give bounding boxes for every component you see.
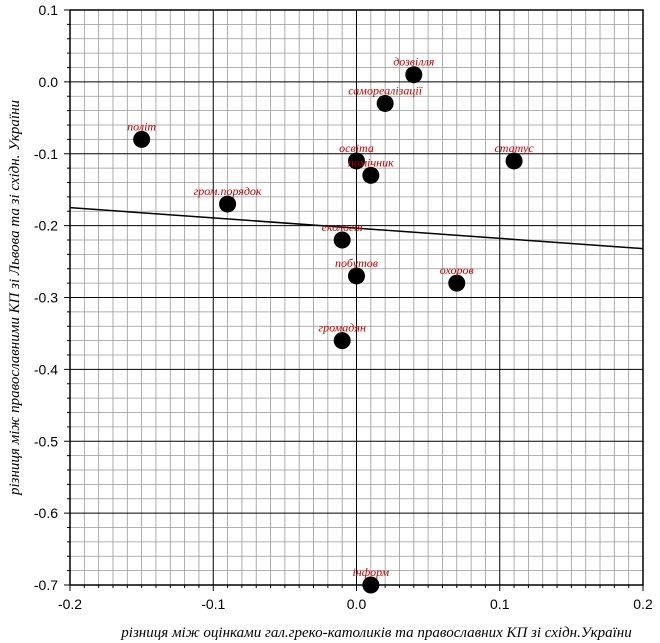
data-point <box>505 152 523 170</box>
data-point <box>333 231 351 249</box>
data-point <box>348 267 365 285</box>
data-point <box>133 130 151 148</box>
data-point <box>333 332 351 350</box>
data-point <box>376 94 394 112</box>
y-tick-label: 0.0 <box>39 74 59 90</box>
data-point-label: екологія <box>322 220 364 234</box>
axis-ticks <box>64 9 644 591</box>
data-point-label: громадян <box>318 321 366 335</box>
x-tick-label: -0.1 <box>201 596 225 612</box>
y-axis-label: різниця між православними КП зі Львова т… <box>7 100 23 496</box>
y-tick-label: -0.3 <box>34 290 58 306</box>
axis-tick-labels: -0.2 -0.1 0.0 0.1 0.2 0.1 0.0 -0.1 -0.2 -0.3 -0.4 -… <box>34 2 653 612</box>
data-points <box>133 66 523 594</box>
data-point-label: інформ <box>352 565 389 579</box>
y-tick-label: -0.1 <box>34 146 58 162</box>
data-point-label: гром.порядок <box>194 184 262 198</box>
data-point <box>362 166 380 184</box>
data-point-label: охоров <box>440 263 474 277</box>
data-point-labels: дозвілля самореалізації політ освіта статус п… <box>127 55 534 579</box>
data-point <box>219 195 237 213</box>
data-point-label: статус <box>494 141 534 155</box>
y-tick-label: -0.6 <box>34 505 58 521</box>
data-point-label: освіта <box>339 141 374 155</box>
x-tick-label: 0.2 <box>633 596 653 612</box>
data-point <box>362 576 380 594</box>
x-tick-label: 0.1 <box>490 596 510 612</box>
data-point <box>405 66 423 84</box>
y-tick-label: -0.7 <box>34 577 58 593</box>
data-point-label: самореалізації <box>348 83 422 97</box>
y-tick-label: -0.4 <box>34 361 58 377</box>
y-tick-label: -0.2 <box>34 218 58 234</box>
data-point <box>348 152 365 170</box>
data-point-label: політ <box>127 119 156 133</box>
data-point <box>448 274 466 292</box>
trend-line <box>69 206 644 250</box>
y-tick-label: 0.1 <box>39 2 59 18</box>
data-point-label: помічник <box>348 155 394 169</box>
x-tick-label: 0.0 <box>347 596 367 612</box>
x-axis-label: різниця між оцінками гал.греко-католиків… <box>120 625 631 641</box>
y-tick-label: -0.5 <box>34 433 58 449</box>
x-tick-label: -0.2 <box>58 596 82 612</box>
data-point-label: побутов <box>335 256 378 270</box>
data-point-label: дозвілля <box>393 55 435 69</box>
